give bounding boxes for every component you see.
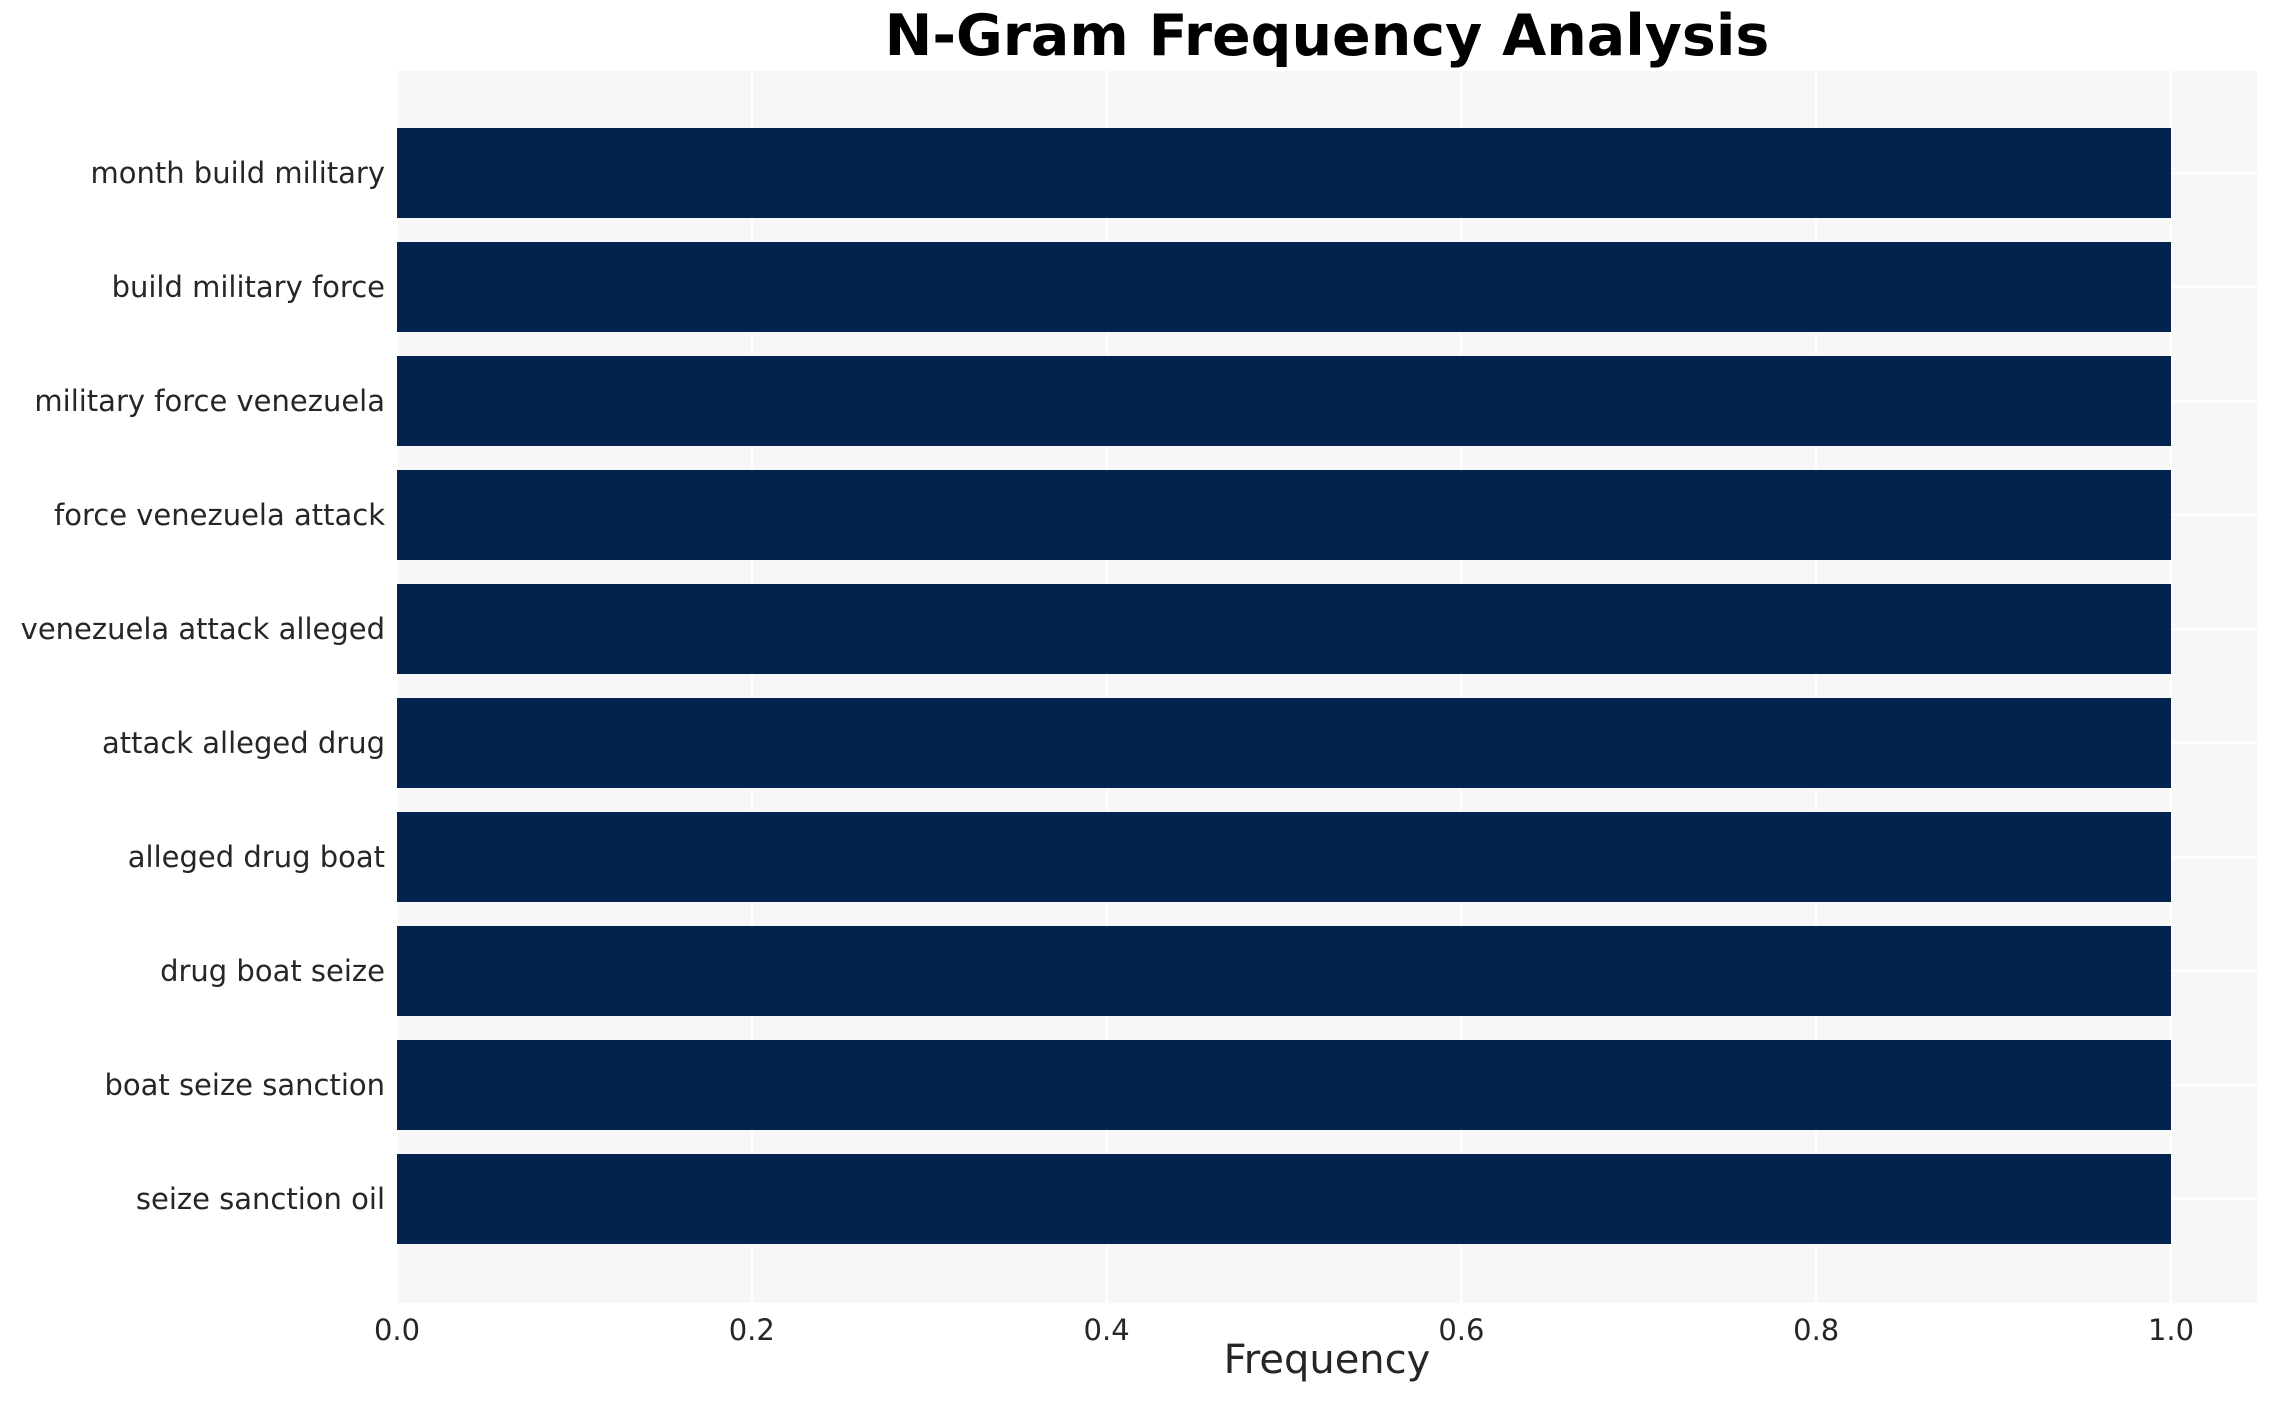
y-tick-label: drug boat seize [160, 954, 385, 988]
bar [397, 812, 2171, 902]
x-axis-title: Frequency [1223, 1337, 1431, 1383]
y-tick-label: alleged drug boat [127, 840, 385, 874]
y-tick-label: attack alleged drug [102, 726, 385, 760]
x-tick-label: 0.2 [728, 1313, 775, 1347]
bar [397, 128, 2171, 218]
y-tick-label: venezuela attack alleged [20, 612, 385, 646]
x-tick-label: 0.4 [1083, 1313, 1130, 1347]
gridline-vertical [1815, 71, 1818, 1303]
gridline-vertical [396, 71, 398, 1303]
y-tick-label: seize sanction oil [135, 1182, 385, 1216]
y-tick-label: force venezuela attack [54, 498, 385, 532]
bar [397, 356, 2171, 446]
gridline-vertical [1460, 71, 1463, 1303]
x-tick-label: 0.8 [1793, 1313, 1840, 1347]
y-tick-label: military force venezuela [34, 384, 385, 418]
x-tick-label: 0.6 [1438, 1313, 1485, 1347]
gridline-vertical [2170, 71, 2172, 1303]
bar [397, 698, 2171, 788]
x-tick-label: 0.0 [373, 1313, 421, 1347]
plot-area [396, 71, 2257, 1303]
gridline-vertical [1105, 71, 1108, 1303]
bar [397, 470, 2171, 560]
x-tick-label: 1.0 [2147, 1313, 2195, 1347]
y-tick-label: month build military [90, 156, 385, 190]
bar [397, 926, 2171, 1016]
y-tick-label: boat seize sanction [104, 1068, 385, 1102]
gridline-vertical [750, 71, 753, 1303]
chart-title: N-Gram Frequency Analysis [884, 3, 1770, 69]
y-tick-label: build military force [111, 270, 385, 304]
bar [397, 1154, 2171, 1244]
bar [397, 242, 2171, 332]
y-axis-labels: month build military build military force… [0, 71, 385, 1303]
bar [397, 1040, 2171, 1130]
bar [397, 584, 2171, 674]
